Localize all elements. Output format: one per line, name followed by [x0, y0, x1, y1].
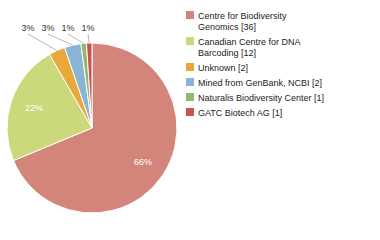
legend-label-line: GATC Biotech AG [1] [198, 108, 282, 118]
data-labels: 66% 22% 3% 3% 1% 1% [21, 23, 151, 167]
data-label: 66% [134, 157, 152, 167]
leader-line [68, 34, 84, 43]
legend-label-line: Centre for Biodiversity [198, 11, 287, 21]
leader-line [28, 34, 57, 51]
legend-label-line: Canadian Centre for DNA [198, 37, 301, 47]
legend-label-line: Barcoding [12] [198, 48, 256, 58]
data-label: 3% [21, 23, 34, 33]
legend-swatch [186, 108, 194, 116]
pie [7, 43, 177, 213]
pie-slice [81, 43, 92, 128]
legend-label-line: Unknown [2] [198, 63, 248, 73]
leader-line [48, 34, 73, 45]
data-label: 1% [81, 23, 94, 33]
data-label: 1% [61, 23, 74, 33]
legend-label: Canadian Centre for DNABarcoding [12] [198, 37, 301, 58]
legend-label: Naturalis Biodiversity Center [1] [198, 93, 324, 103]
legend-swatch [186, 78, 194, 86]
legend-label: Centre for BiodiversityGenomics [36] [198, 11, 287, 32]
legend-swatch [186, 93, 194, 101]
legend-swatch [186, 63, 194, 71]
chart: 66% 22% 3% 3% 1% 1% Centre for BiodiversityGen… [0, 0, 380, 240]
legend-label-line: Naturalis Biodiversity Center [1] [198, 93, 324, 103]
pie-slice [65, 44, 92, 128]
pie-slice [86, 43, 92, 128]
legend-swatch [186, 37, 194, 45]
legend-label: Unknown [2] [198, 63, 248, 73]
legend-label: Mined from GenBank, NCBI [2] [198, 78, 322, 88]
legend: Centre for BiodiversityGenomics [36] Cana… [186, 11, 324, 118]
legend-label-line: Mined from GenBank, NCBI [2] [198, 78, 322, 88]
legend-label: GATC Biotech AG [1] [198, 108, 282, 118]
data-label: 3% [41, 23, 54, 33]
legend-swatch [186, 11, 194, 19]
legend-label-line: Genomics [36] [198, 22, 256, 32]
data-label: 22% [25, 103, 43, 113]
leader-line [88, 34, 89, 43]
